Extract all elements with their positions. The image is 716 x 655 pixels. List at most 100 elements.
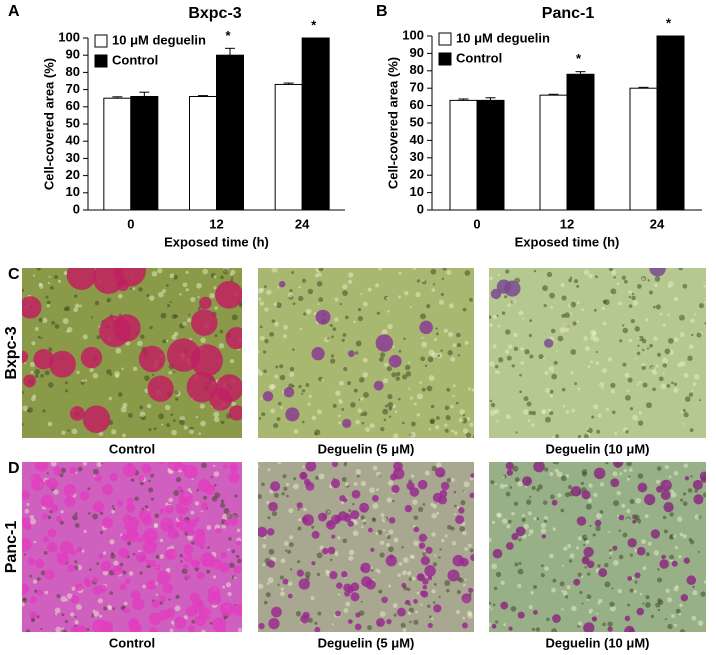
texture — [213, 483, 217, 487]
texture — [434, 554, 437, 557]
texture — [301, 420, 305, 424]
texture — [73, 294, 78, 298]
texture — [631, 292, 635, 296]
texture — [277, 462, 282, 465]
texture — [431, 465, 438, 472]
texture — [90, 316, 93, 319]
stain — [228, 405, 242, 421]
texture — [542, 500, 548, 505]
stain — [506, 469, 513, 476]
texture — [669, 554, 675, 560]
stain — [183, 544, 194, 554]
texture — [570, 301, 577, 308]
texture — [225, 582, 232, 588]
stain — [627, 576, 633, 581]
stain — [83, 577, 91, 584]
texture — [502, 475, 505, 479]
stain — [343, 514, 352, 523]
texture — [159, 538, 164, 543]
texture — [391, 372, 397, 378]
texture — [665, 588, 670, 594]
stain — [143, 528, 158, 543]
stain — [82, 405, 111, 434]
texture — [400, 622, 406, 628]
stain — [56, 553, 69, 566]
texture — [614, 432, 618, 436]
stain — [126, 497, 134, 505]
stain — [632, 519, 637, 524]
texture — [269, 489, 274, 494]
texture — [593, 308, 597, 312]
texture — [583, 544, 586, 547]
stain — [435, 467, 446, 478]
texture — [37, 335, 41, 339]
stain — [165, 548, 177, 561]
stain — [116, 500, 124, 507]
texture — [554, 468, 559, 473]
texture — [230, 276, 234, 279]
texture — [93, 610, 100, 617]
texture — [363, 521, 366, 525]
stain — [315, 309, 331, 325]
texture — [59, 520, 64, 525]
stain — [69, 466, 77, 474]
texture — [504, 295, 508, 299]
texture — [583, 269, 590, 276]
bar — [103, 97, 132, 211]
bar — [476, 99, 505, 211]
texture — [401, 421, 405, 425]
texture — [628, 338, 633, 343]
stain — [684, 476, 690, 481]
texture — [639, 593, 643, 596]
texture — [74, 523, 80, 528]
texture — [343, 608, 349, 613]
texture — [369, 487, 375, 494]
texture — [445, 414, 451, 421]
stain — [123, 607, 130, 614]
texture — [298, 517, 302, 522]
texture — [588, 273, 593, 279]
texture — [329, 323, 333, 328]
texture — [281, 492, 285, 496]
texture — [452, 394, 455, 398]
texture — [580, 575, 584, 578]
texture — [436, 462, 442, 468]
texture — [210, 475, 214, 479]
texture — [282, 334, 287, 339]
texture — [673, 337, 679, 342]
stain — [148, 612, 162, 626]
texture — [234, 494, 238, 498]
stain — [517, 611, 525, 619]
texture — [457, 354, 460, 357]
texture — [137, 340, 143, 347]
texture — [687, 488, 693, 493]
stain — [60, 540, 74, 555]
texture — [531, 423, 535, 427]
texture — [611, 269, 617, 276]
texture — [587, 498, 593, 503]
stain — [660, 490, 671, 500]
stain — [594, 519, 602, 527]
texture — [518, 538, 522, 542]
texture — [286, 494, 289, 498]
texture — [409, 396, 413, 400]
texture — [591, 331, 597, 336]
texture — [505, 414, 511, 420]
y-axis-label: Cell-covered area (%) — [385, 57, 400, 189]
texture — [541, 409, 547, 414]
texture — [690, 318, 695, 324]
texture — [265, 592, 271, 598]
texture — [209, 293, 215, 299]
stain — [192, 599, 205, 612]
texture — [263, 369, 267, 374]
texture — [259, 301, 265, 306]
stain — [258, 526, 268, 538]
stain — [64, 495, 76, 507]
texture — [599, 482, 605, 487]
texture — [353, 388, 358, 393]
texture — [222, 585, 226, 589]
texture — [550, 328, 556, 334]
texture — [669, 512, 674, 517]
texture — [392, 603, 398, 609]
texture — [489, 276, 494, 281]
